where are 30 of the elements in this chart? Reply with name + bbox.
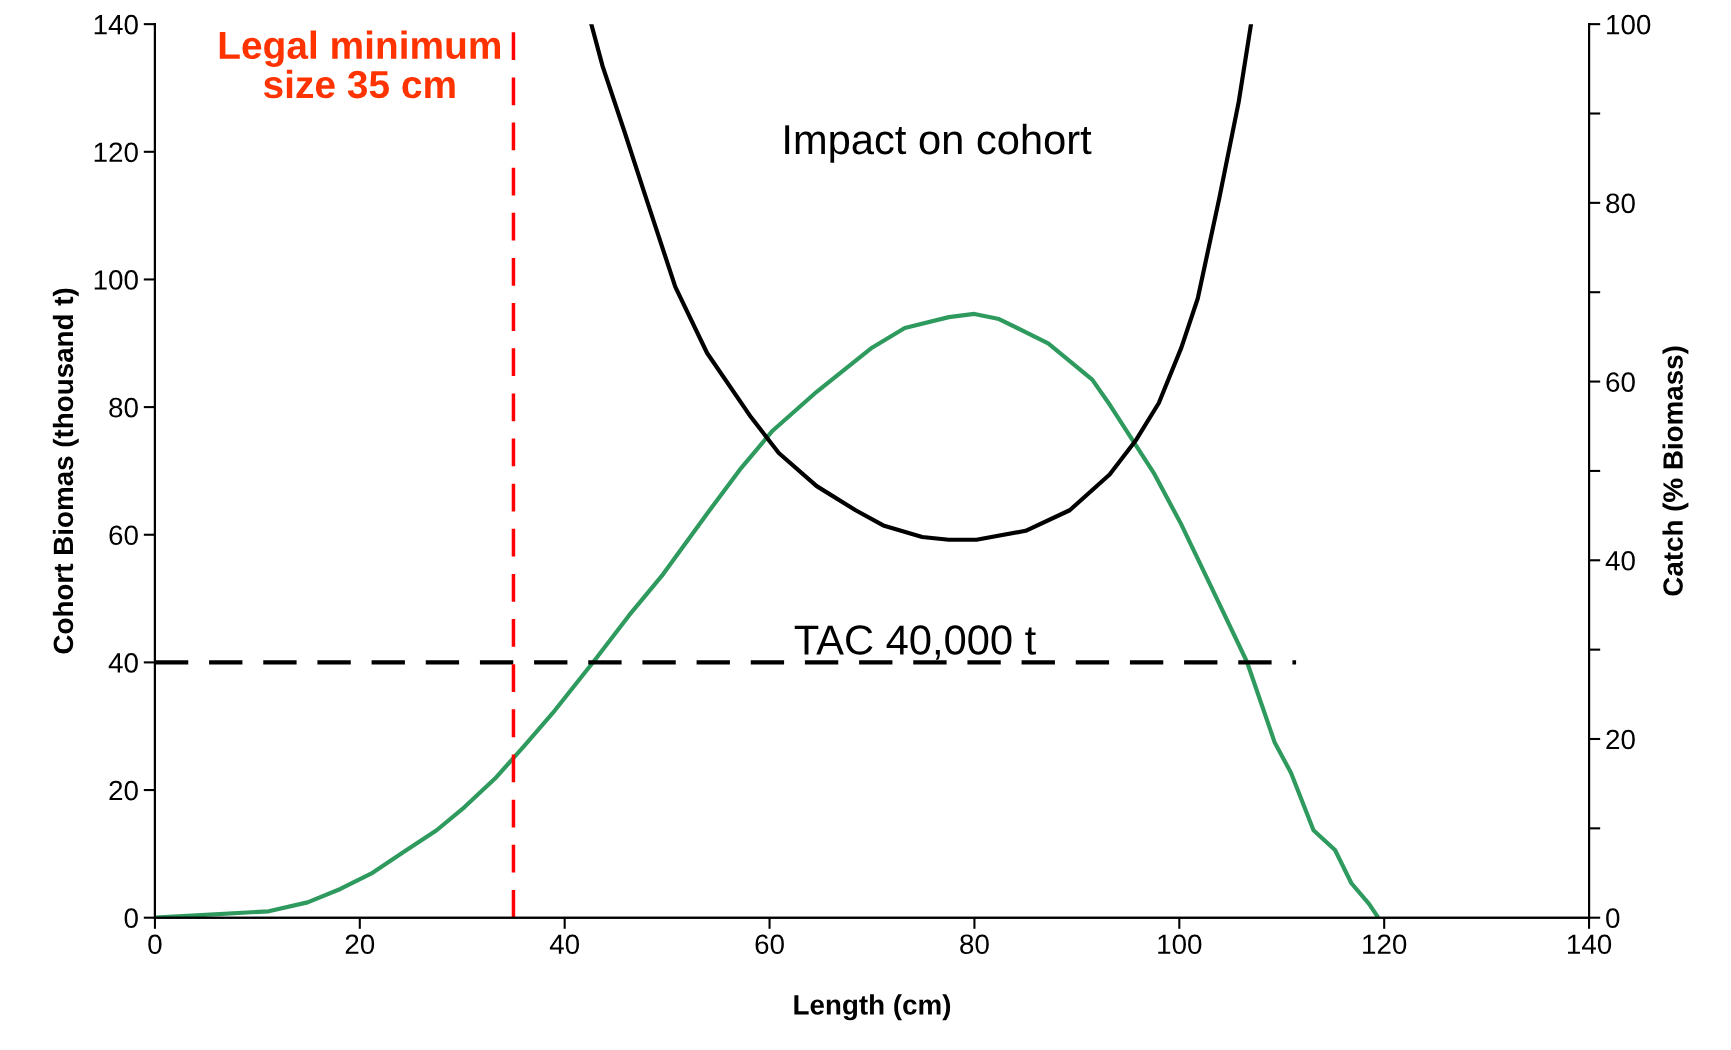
y-tick-label: 140 bbox=[94, 14, 138, 35]
x-tick-label: 60 bbox=[755, 934, 784, 955]
y2-tick-label: 40 bbox=[1605, 550, 1635, 571]
line-series bbox=[589, 24, 1254, 542]
y-tick-label: 20 bbox=[109, 780, 138, 801]
y-axis-title: Cohort Biomas (thousand t) bbox=[52, 288, 79, 654]
x-tick-label: 0 bbox=[148, 934, 162, 955]
x-tick-label: 80 bbox=[960, 934, 989, 955]
x-tick-label: 20 bbox=[345, 934, 375, 955]
x-tick-label: 100 bbox=[1158, 934, 1202, 955]
y2-tick-label: 80 bbox=[1606, 193, 1635, 214]
annotation: TAC 40,000 t bbox=[794, 625, 1036, 660]
y2-tick-label: 100 bbox=[1607, 14, 1651, 35]
annotation: Impact on cohort bbox=[785, 123, 1092, 163]
y-tick-label: 120 bbox=[94, 142, 138, 163]
x-tick-label: 140 bbox=[1568, 934, 1612, 955]
y-tick-label: 0 bbox=[124, 908, 138, 929]
x-tick-label: 120 bbox=[1363, 934, 1407, 955]
x-axis-title: Length (cm) bbox=[794, 994, 951, 1021]
y2-tick-label: 0 bbox=[1606, 908, 1620, 929]
ref-line-label: Legal minimum size 35 cm bbox=[219, 30, 501, 99]
x-tick-label: 40 bbox=[549, 934, 580, 955]
y-tick-label: 100 bbox=[94, 270, 138, 290]
line-series bbox=[154, 311, 1380, 918]
y2-axis-title: Catch (% Biomass) bbox=[1662, 346, 1689, 596]
y-tick-label: 60 bbox=[109, 525, 138, 546]
y2-tick-label: 20 bbox=[1606, 729, 1635, 750]
y-tick-label: 80 bbox=[109, 397, 138, 418]
y-tick-label: 40 bbox=[108, 653, 138, 673]
y2-tick-label: 60 bbox=[1606, 372, 1635, 392]
